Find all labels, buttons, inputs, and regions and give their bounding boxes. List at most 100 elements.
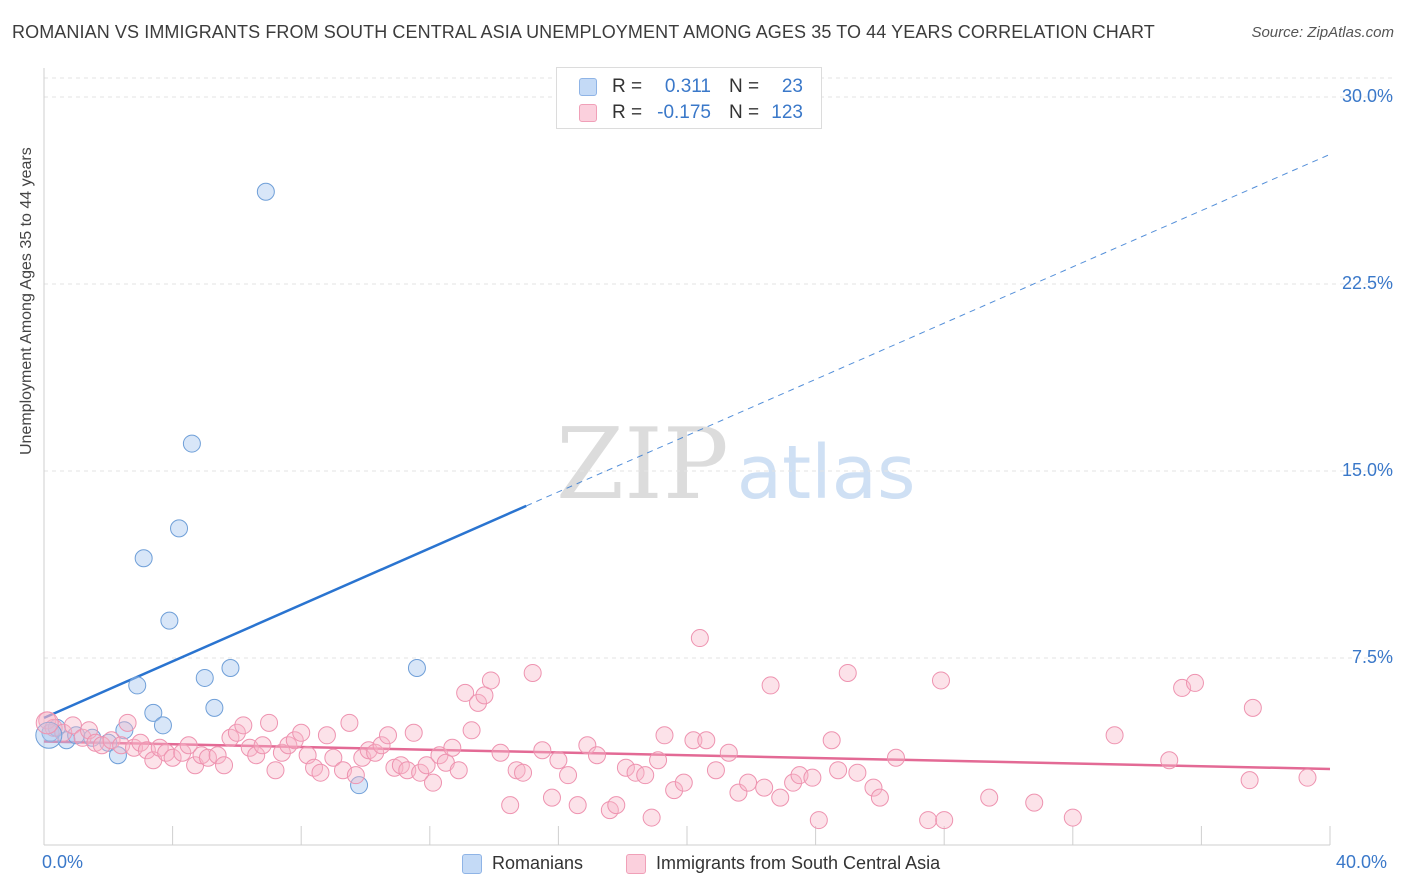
point-immigrants-23 [208,746,227,765]
point-immigrants-77 [587,746,606,765]
point-immigrants-49 [379,726,398,745]
x-tick-label-max: 40.0% [1336,852,1388,872]
y-axis-label: Unemployment Among Ages 35 to 44 years [18,147,35,455]
point-immigrants-91 [706,761,725,780]
point-immigrants-76 [578,736,597,755]
point-immigrants-65 [481,671,500,690]
point-immigrants-29 [247,746,266,765]
point-immigrants-98 [784,773,803,792]
point-immigrants-69 [514,763,533,782]
chart-title: ROMANIAN VS IMMIGRANTS FROM SOUTH CENTRA… [12,22,1155,42]
stats-r-label: R = [612,76,643,97]
correlation-stats-box: R = 0.311 N = 23 R = -0.175 N = 123 [556,67,822,129]
point-immigrants-35 [285,731,304,750]
point-immigrants-84 [649,751,668,770]
y-tick-label-1: 15.0% [1341,460,1393,480]
point-immigrants-119 [1240,771,1259,790]
trend-line-extension-romanians [526,153,1331,507]
trend-line-romanians [43,504,527,719]
y-tick-label-3: 30.0% [1341,86,1393,106]
point-immigrants-96 [761,676,780,695]
point-immigrants-63 [469,693,488,712]
point-immigrants-56 [424,773,443,792]
point-romanians-8 [128,676,147,695]
point-immigrants-95 [755,778,774,797]
point-immigrants-116 [1160,751,1179,770]
point-romanians-9 [134,549,153,568]
point-immigrants-48 [372,736,391,755]
stats-row-immigrants: R = -0.175 N = 123 [557,101,821,127]
series-immigrants [38,629,1317,830]
point-immigrants-44 [346,766,365,785]
point-immigrants-89 [690,629,709,648]
point-immigrants-33 [272,743,291,762]
point-romanians-12 [160,611,179,630]
point-immigrants-73 [549,751,568,770]
point-immigrants-121 [1298,768,1317,787]
point-immigrants-94 [739,773,758,792]
point-immigrants-102 [822,731,841,750]
point-immigrants-53 [404,723,423,742]
point-immigrants-110 [931,671,950,690]
point-immigrants-105 [848,763,867,782]
point-immigrants-62 [462,721,481,740]
point-immigrants-113 [1025,793,1044,812]
point-immigrants-71 [533,741,552,760]
point-immigrants-112 [980,788,999,807]
point-immigrants-27 [234,716,253,735]
point-romanians-11 [153,716,172,735]
grid-lines [44,77,1394,659]
source-label: Source: ZipAtlas.com [1251,24,1394,41]
point-immigrants-3 [63,716,82,735]
point-immigrants-93 [729,783,748,802]
stats-r-label: R = [612,102,643,123]
point-immigrants-79 [607,796,626,815]
point-immigrants-97 [771,788,790,807]
stats-swatch-romanians [579,78,597,96]
point-immigrants-72 [542,788,561,807]
axes [43,68,1331,846]
y-tick-label-2: 22.5% [1341,273,1393,293]
point-immigrants-67 [501,796,520,815]
legend-swatch-romanians [462,854,482,874]
point-immigrants-108 [886,748,905,767]
point-immigrants-31 [260,713,279,732]
trend-lines [43,153,1331,771]
point-immigrants-60 [449,761,468,780]
point-romanians-13 [170,519,189,538]
point-romanians-15 [195,668,214,687]
watermark: ZIP atlas [556,408,916,522]
point-immigrants-74 [559,766,578,785]
legend-swatch-immigrants [626,854,646,874]
point-immigrants-39 [311,763,330,782]
point-romanians-14 [182,434,201,453]
stats-swatch-immigrants [579,104,597,122]
point-immigrants-40 [317,726,336,745]
point-immigrants-18 [173,743,192,762]
point-immigrants-43 [340,713,359,732]
stats-n-value: 23 [781,76,803,97]
legend-label-romanians: Romanians [492,853,584,873]
point-immigrants-26 [227,723,246,742]
stats-n-label: N = [729,102,760,123]
watermark-atlas: atlas [736,430,916,516]
point-immigrants-61 [456,683,475,702]
point-immigrants-8 [102,731,121,750]
point-immigrants-70 [523,663,542,682]
data-points [35,182,1317,830]
point-immigrants-83 [642,808,661,827]
point-immigrants-64 [475,686,494,705]
point-romanians-18 [256,182,275,201]
point-immigrants-107 [870,788,889,807]
point-immigrants-115 [1105,726,1124,745]
point-immigrants-92 [719,743,738,762]
point-immigrants-114 [1063,808,1082,827]
point-immigrants-87 [674,773,693,792]
point-immigrants-2 [54,723,73,742]
point-romanians-6 [108,746,127,765]
point-immigrants-75 [568,796,587,815]
series-romanians [41,182,426,795]
x-tick-label-min: 0.0% [42,852,84,872]
point-immigrants-36 [292,723,311,742]
